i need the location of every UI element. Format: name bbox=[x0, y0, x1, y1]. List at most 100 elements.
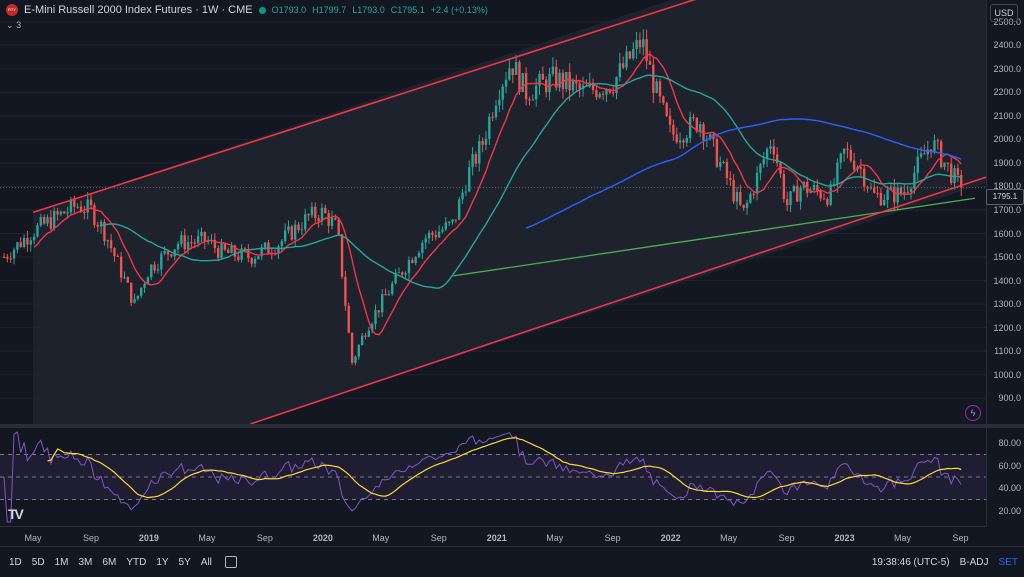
price-chart-svg[interactable] bbox=[0, 0, 987, 425]
candle-body bbox=[16, 242, 19, 250]
candle-body bbox=[511, 68, 514, 75]
currency-selector[interactable]: USD bbox=[990, 4, 1018, 22]
candle-body bbox=[424, 238, 427, 243]
candle-body bbox=[39, 217, 43, 226]
candle-body bbox=[668, 115, 672, 125]
candle-body bbox=[578, 83, 581, 89]
candle-body bbox=[340, 234, 344, 277]
clock-label[interactable]: 19:38:46 (UTC-5) bbox=[871, 556, 950, 568]
market-status-icon[interactable] bbox=[258, 6, 266, 14]
candle-body bbox=[99, 221, 103, 227]
candle-body bbox=[896, 187, 899, 203]
price-tick: 900.0 bbox=[998, 393, 1021, 404]
price-tick: 1300.0 bbox=[993, 299, 1021, 310]
candle-body bbox=[441, 229, 444, 232]
candle-body bbox=[6, 257, 9, 259]
candle-body bbox=[722, 161, 725, 163]
candle-body bbox=[859, 167, 863, 169]
calendar-icon[interactable] bbox=[224, 556, 237, 568]
price-axis[interactable]: 2500.0 2400.0 2300.0 2200.0 2100.0 2000.0 1900… bbox=[986, 0, 1024, 526]
range-button-1m[interactable]: 1M bbox=[54, 556, 69, 568]
candle-body bbox=[407, 260, 411, 274]
candle-body bbox=[852, 160, 856, 170]
range-button-3m[interactable]: 3M bbox=[78, 556, 93, 568]
candle-body bbox=[377, 310, 381, 313]
range-button-6m[interactable]: 6M bbox=[102, 556, 117, 568]
candle-body bbox=[337, 219, 340, 235]
candle-body bbox=[886, 189, 889, 201]
candle-body bbox=[227, 249, 230, 253]
badj-toggle[interactable]: B-ADJ bbox=[959, 556, 989, 568]
range-button-ytd[interactable]: YTD bbox=[126, 556, 147, 568]
candle-body bbox=[186, 242, 190, 250]
candle-body bbox=[163, 250, 166, 254]
candle-body bbox=[327, 212, 330, 226]
candle-body bbox=[488, 116, 491, 139]
candle-body bbox=[943, 162, 946, 168]
candle-body bbox=[484, 138, 488, 145]
indicators-toggle[interactable]: ⌄ 3 bbox=[6, 20, 21, 31]
candle-body bbox=[909, 188, 913, 192]
candle-body bbox=[150, 264, 153, 278]
pane-separator[interactable] bbox=[0, 424, 1024, 428]
candle-body bbox=[893, 186, 896, 203]
candle-body bbox=[233, 245, 237, 257]
candle-body bbox=[836, 162, 839, 185]
candle-body bbox=[444, 222, 447, 230]
tradingview-logo-icon[interactable]: TV bbox=[8, 506, 24, 522]
candle-body bbox=[591, 82, 595, 91]
range-button-5d[interactable]: 5D bbox=[31, 556, 45, 568]
candle-body bbox=[314, 206, 317, 219]
candle-body bbox=[695, 118, 699, 132]
time-tick: May bbox=[198, 533, 216, 543]
candle-body bbox=[725, 161, 729, 179]
candle-body bbox=[414, 257, 417, 263]
candle-body bbox=[605, 89, 608, 95]
price-tick: 1200.0 bbox=[993, 322, 1021, 333]
rsi-chart-svg[interactable] bbox=[0, 428, 986, 526]
price-tick: 2100.0 bbox=[993, 110, 1021, 121]
candle-body bbox=[611, 92, 615, 94]
candle-body bbox=[595, 90, 598, 98]
candle-body bbox=[568, 72, 571, 91]
candle-body bbox=[491, 116, 494, 118]
session-toggle[interactable]: SET bbox=[998, 556, 1018, 568]
range-button-5y[interactable]: 5Y bbox=[178, 556, 191, 568]
lightning-icon[interactable]: ϟ bbox=[965, 405, 981, 421]
candle-body bbox=[923, 153, 926, 155]
candle-body bbox=[648, 61, 652, 65]
candle-body bbox=[762, 159, 765, 165]
range-button-all[interactable]: All bbox=[200, 556, 212, 568]
candle-body bbox=[926, 149, 929, 155]
rsi-pane[interactable] bbox=[0, 428, 986, 526]
candle-body bbox=[501, 86, 504, 100]
candle-body bbox=[283, 230, 287, 241]
range-button-1d[interactable]: 1D bbox=[9, 556, 22, 568]
candle-body bbox=[498, 99, 501, 106]
candle-body bbox=[534, 85, 538, 100]
candle-body bbox=[364, 335, 367, 337]
candle-body bbox=[772, 146, 775, 155]
candle-body bbox=[936, 140, 939, 142]
range-button-1y[interactable]: 1Y bbox=[156, 556, 169, 568]
time-axis[interactable]: May Sep 2019 May Sep 2020 May Sep 2021 May Sep 2022… bbox=[0, 526, 986, 547]
candle-body bbox=[66, 212, 69, 214]
candle-body bbox=[688, 117, 692, 139]
candle-body bbox=[93, 205, 96, 225]
candle-body bbox=[826, 198, 829, 205]
candle-body bbox=[719, 162, 722, 167]
symbol-title[interactable]: E-Mini Russell 2000 Index Futures · 1W ·… bbox=[24, 4, 253, 16]
price-tick: 1500.0 bbox=[993, 252, 1021, 263]
symbol-legend: RTY E-Mini Russell 2000 Index Futures · … bbox=[6, 4, 488, 16]
candle-body bbox=[12, 249, 16, 259]
price-tick: 1000.0 bbox=[993, 369, 1021, 380]
price-tick: 1700.0 bbox=[993, 205, 1021, 215]
main-chart[interactable] bbox=[0, 0, 987, 425]
candle-body bbox=[36, 225, 39, 237]
candle-body bbox=[779, 163, 782, 174]
rsi-tick: 60.00 bbox=[998, 460, 1021, 471]
time-tick: May bbox=[24, 533, 42, 543]
candle-body bbox=[344, 276, 347, 306]
candle-body bbox=[109, 240, 113, 249]
candle-body bbox=[615, 77, 618, 93]
